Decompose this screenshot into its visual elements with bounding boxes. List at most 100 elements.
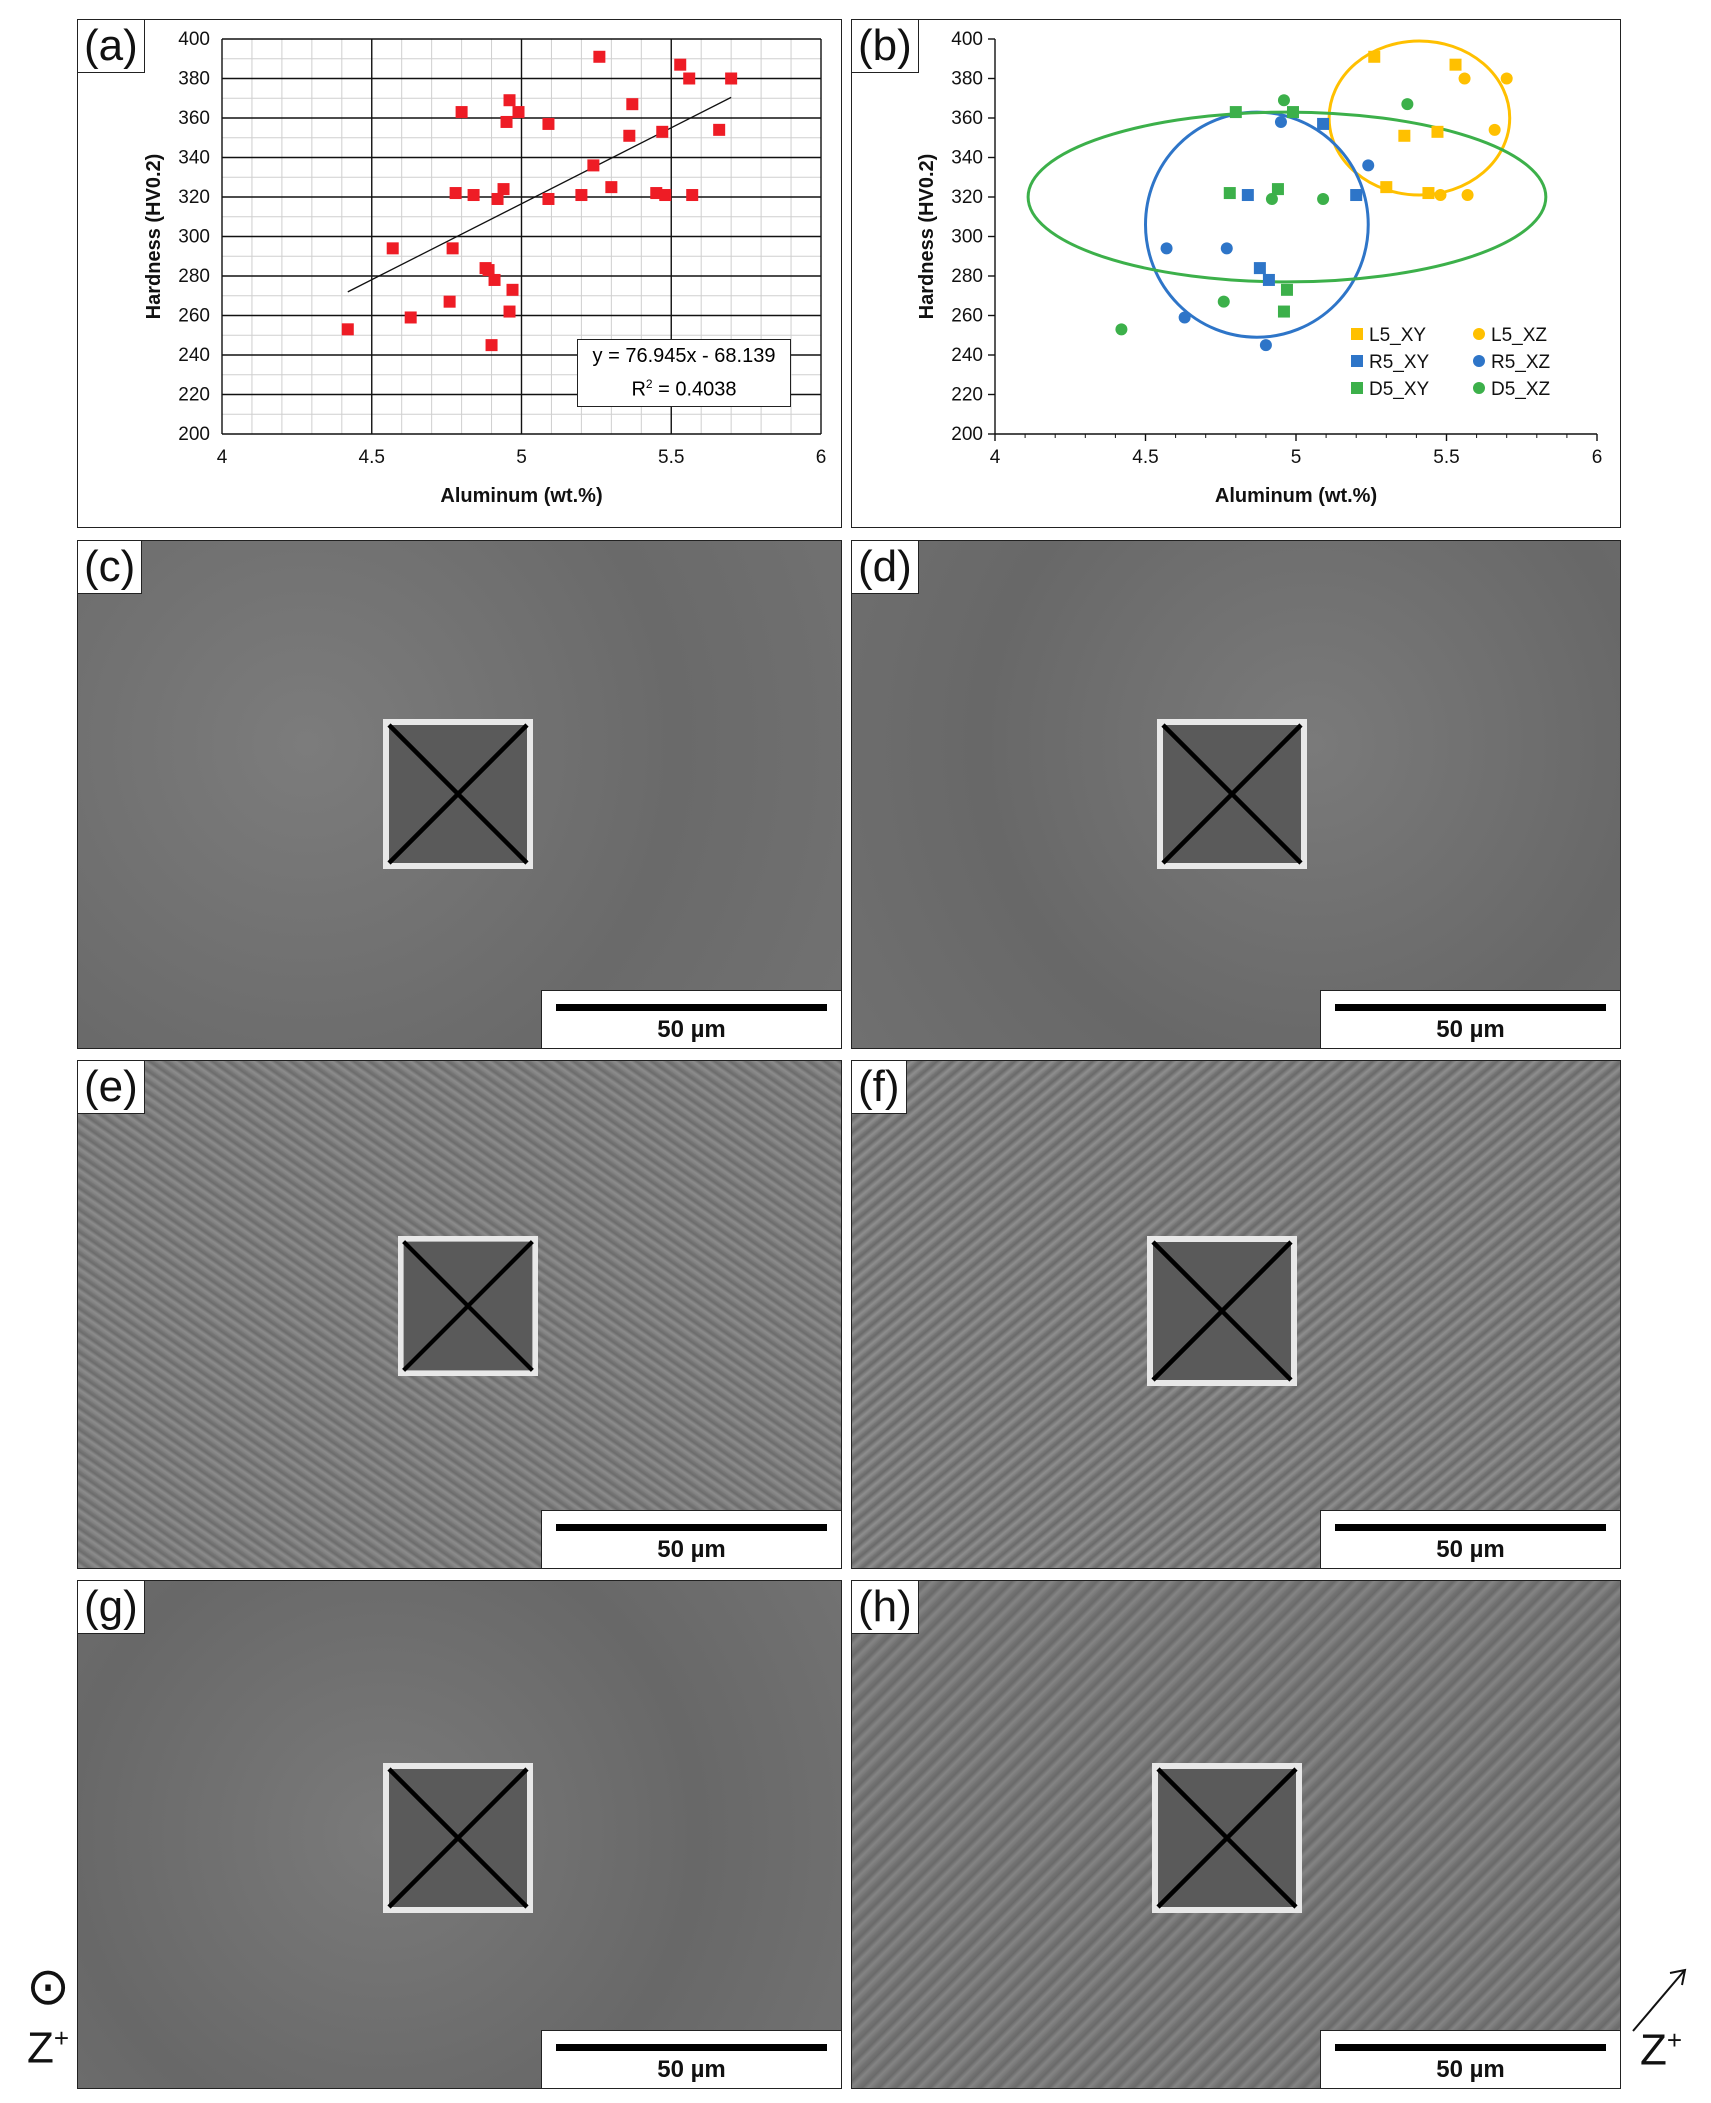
- vickers-indent: [383, 1763, 533, 1913]
- data-point: [506, 283, 519, 296]
- scale-bar: 50 µm: [1320, 2030, 1620, 2088]
- dot-circle-icon: ⊙: [26, 1958, 70, 2016]
- data-point: [542, 192, 555, 205]
- y-tick-label: 300: [178, 227, 210, 248]
- scale-bar-line: [556, 1004, 827, 1011]
- y-tick-label: 300: [951, 227, 983, 248]
- x-tick-label: 5: [1291, 447, 1302, 468]
- y-axis-label: Hardness (HV0.2): [916, 154, 938, 320]
- vickers-indent: [1147, 1236, 1297, 1386]
- data-point: [512, 106, 525, 119]
- data-point: [659, 189, 672, 202]
- data-point: [1362, 159, 1375, 172]
- data-point: [455, 106, 468, 119]
- vickers-indent: [398, 1236, 538, 1376]
- y-tick-label: 400: [178, 29, 210, 50]
- y-tick-label: 360: [951, 108, 983, 129]
- data-point: [1380, 181, 1393, 194]
- legend-marker: [1473, 328, 1485, 340]
- data-point: [1160, 242, 1173, 255]
- data-point: [1449, 58, 1462, 71]
- data-point: [500, 115, 513, 128]
- data-point: [1458, 72, 1471, 85]
- regression-equation-box: y = 76.945x - 68.139 R2 = 0.4038: [577, 339, 791, 407]
- y-tick-label: 200: [951, 424, 983, 445]
- scale-bar: 50 µm: [1320, 1510, 1620, 1568]
- legend-marker: [1473, 355, 1485, 367]
- x-tick-label: 6: [816, 447, 827, 468]
- data-point: [713, 123, 726, 136]
- data-point: [1431, 125, 1444, 138]
- chart-a-svg: 4 4.5 5 5.5 6 200 220 240 260 280 300 320 340 360 380 4…: [143, 29, 827, 507]
- y-tick-label: 200: [178, 424, 210, 445]
- data-point: [1253, 262, 1266, 275]
- sem-image-e: (e) 50 µm: [77, 1060, 842, 1569]
- data-point: [623, 129, 636, 142]
- y-tick-label: 280: [951, 266, 983, 287]
- scale-bar: 50 µm: [541, 990, 841, 1048]
- y-tick-label: 400: [951, 29, 983, 50]
- y-tick-label: 380: [178, 69, 210, 90]
- data-point: [605, 181, 618, 194]
- data-point: [1280, 283, 1293, 296]
- x-tick-label: 5.5: [658, 447, 684, 468]
- x-tick-label: 4: [990, 447, 1001, 468]
- data-point: [1317, 117, 1330, 130]
- z-axis-label: Z+: [1640, 2025, 1683, 2075]
- data-point: [503, 305, 516, 318]
- y-tick-label: 260: [951, 306, 983, 327]
- data-point: [503, 94, 516, 107]
- data-point: [446, 242, 459, 255]
- x-axis-label: Aluminum (wt.%): [1215, 485, 1377, 507]
- sem-image-g: (g) 50 µm: [77, 1580, 842, 2089]
- trendline: [347, 96, 732, 293]
- y-tick-label: 260: [178, 306, 210, 327]
- data-point: [1461, 189, 1474, 202]
- y-axis-label: Hardness (HV0.2): [143, 154, 165, 320]
- data-point: [491, 192, 504, 205]
- data-point: [542, 117, 555, 130]
- scale-bar: 50 µm: [1320, 990, 1620, 1048]
- panel-label-h: (h): [852, 1581, 919, 1634]
- x-tick-label: 4: [217, 447, 228, 468]
- scale-bar-label: 50 µm: [1436, 1536, 1505, 1563]
- chart-b-svg: 4 4.5 5 5.5 6 200 220 240 260 280 300 320 340 360 380 4…: [916, 29, 1602, 507]
- legend-marker: [1351, 382, 1363, 394]
- panel-label-c: (c): [78, 541, 143, 594]
- data-point: [1286, 106, 1299, 119]
- z-in-plane-indicator: Z+: [1628, 1965, 1703, 2080]
- legend-marker: [1473, 382, 1485, 394]
- vickers-indent: [383, 719, 533, 869]
- data-point: [1241, 189, 1254, 202]
- legend-marker: [1351, 355, 1363, 367]
- data-point: [656, 125, 669, 138]
- y-tick-label: 320: [178, 187, 210, 208]
- x-axis-label: Aluminum (wt.%): [440, 485, 602, 507]
- scale-bar: 50 µm: [541, 2030, 841, 2088]
- data-point: [1368, 50, 1381, 63]
- data-point: [683, 72, 696, 85]
- y-tick-label: 240: [178, 345, 210, 366]
- scale-bar-label: 50 µm: [657, 1536, 726, 1563]
- y-tick-label: 220: [178, 385, 210, 406]
- panel-label-g: (g): [78, 1581, 145, 1634]
- data-point: [725, 72, 738, 85]
- data-point: [1223, 187, 1236, 200]
- regression-r2: R2 = 0.4038: [631, 377, 737, 401]
- data-point: [587, 159, 600, 172]
- data-point: [1277, 305, 1290, 318]
- x-tick-label: 4.5: [359, 447, 385, 468]
- panel-label-e: (e): [78, 1061, 145, 1114]
- y-tick-label: 320: [951, 187, 983, 208]
- data-point: [1500, 72, 1513, 85]
- chart-panel-a: 4 4.5 5 5.5 6 200 220 240 260 280 300 320 340 360 380 4…: [77, 19, 842, 528]
- data-point: [1277, 94, 1290, 107]
- y-tick-label: 220: [951, 385, 983, 406]
- data-point: [467, 189, 480, 202]
- scale-bar: 50 µm: [541, 1510, 841, 1568]
- data-point: [1401, 98, 1414, 111]
- sem-image-d: (d) 50 µm: [851, 540, 1621, 1049]
- group-ellipse: [1026, 110, 1548, 284]
- data-point: [575, 189, 588, 202]
- y-tick-label: 340: [951, 148, 983, 169]
